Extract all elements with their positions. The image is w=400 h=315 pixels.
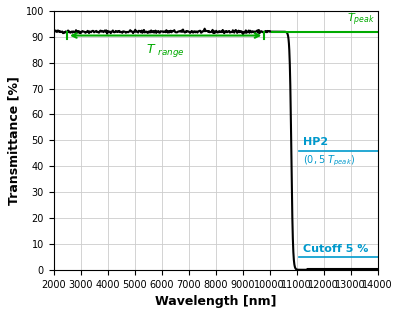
- X-axis label: Wavelength [nm]: Wavelength [nm]: [155, 295, 276, 308]
- Text: $(0,5\ T_{peak})$: $(0,5\ T_{peak})$: [304, 153, 356, 168]
- Text: $T\ _{range}$: $T\ _{range}$: [146, 42, 185, 59]
- Text: HP2: HP2: [304, 137, 328, 147]
- Text: Cutoff 5 %: Cutoff 5 %: [304, 244, 369, 254]
- Text: $T_{peak}$: $T_{peak}$: [347, 11, 375, 28]
- Y-axis label: Transmittance [%]: Transmittance [%]: [7, 76, 20, 205]
